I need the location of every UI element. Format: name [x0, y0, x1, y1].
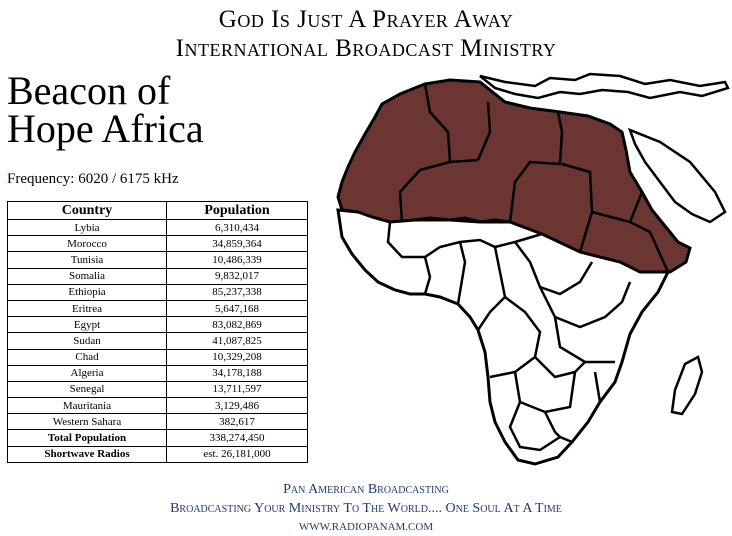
country-cell: Lybia	[7, 218, 167, 237]
population-cell: 382,617	[166, 413, 308, 431]
country-cell: Egypt	[7, 316, 167, 334]
footer-website-link[interactable]: WWW.RADIOPANAM.COM	[298, 521, 434, 533]
madagascar	[670, 355, 704, 416]
table-row: Lybia 6,310,434	[7, 218, 308, 237]
table-row: Ethiopia 85,237,338	[7, 283, 308, 301]
population-cell: 6,310,434	[166, 218, 308, 237]
population-cell: 10,329,208	[166, 348, 308, 366]
population-cell: 34,859,364	[166, 235, 308, 253]
population-cell: 338,274,450	[166, 429, 308, 447]
population-cell: est. 26,181,000	[166, 445, 308, 463]
table-row: Somalia 9,832,017	[7, 267, 308, 285]
country-cell: Chad	[7, 348, 167, 366]
table-row: Total Population 338,274,450	[7, 429, 308, 447]
table-row: Tunisia 10,486,339	[7, 251, 308, 269]
population-cell: 83,082,869	[166, 316, 308, 334]
header-line-1: God Is Just A Prayer Away	[218, 6, 514, 33]
country-cell: Western Sahara	[7, 413, 167, 431]
population-cell: 34,178,188	[166, 364, 308, 382]
table-row: Egypt 83,082,869	[7, 316, 308, 334]
table-row: Sudan 41,087,825	[7, 332, 308, 350]
population-cell: 41,087,825	[166, 332, 308, 350]
country-cell: Sudan	[7, 332, 167, 350]
country-cell: Eritrea	[7, 299, 167, 318]
table-row: Eritrea 5,647,168	[7, 299, 308, 318]
footer-tagline: Broadcasting Your Ministry To The World.…	[170, 501, 562, 516]
table-row: Shortwave Radios est. 26,181,000	[7, 445, 308, 463]
table-row: Chad 10,329,208	[7, 348, 308, 366]
frequency-label: Frequency: 6020 / 6175 kHz	[7, 171, 179, 187]
population-cell: 10,486,339	[166, 251, 308, 269]
population-cell: 5,647,168	[166, 299, 308, 318]
table-header-row: Country Population	[7, 201, 308, 220]
title-line-1: Beacon of	[7, 68, 171, 113]
country-cell: Shortwave Radios	[7, 445, 167, 463]
population-cell: 13,711,597	[166, 380, 308, 399]
country-cell: Somalia	[7, 267, 167, 285]
header-line-2: International Broadcast Ministry	[175, 35, 557, 62]
arabia-fragment	[627, 127, 727, 224]
table-body: Lybia 6,310,434 Morocco 34,859,364 Tunisia 10…	[7, 218, 308, 463]
header: God Is Just A Prayer Away International …	[0, 5, 732, 63]
country-borders	[386, 83, 670, 452]
table-row: Algeria 34,178,188	[7, 364, 308, 382]
country-cell: Senegal	[7, 380, 167, 399]
country-cell: Total Population	[7, 429, 167, 447]
country-cell: Ethiopia	[7, 283, 167, 301]
population-cell: 9,832,017	[166, 267, 308, 285]
country-cell: Mauritania	[7, 397, 167, 415]
column-header-population: Population	[166, 201, 308, 220]
country-cell: Morocco	[7, 235, 167, 253]
africa-map	[336, 72, 730, 466]
table-row: Mauritania 3,129,486	[7, 397, 308, 415]
page-title: Beacon of Hope Africa	[7, 68, 204, 151]
table-row: Senegal 13,711,597	[7, 380, 308, 399]
europe-fragment	[479, 72, 730, 100]
footer-company: Pan American Broadcasting	[283, 482, 449, 497]
population-table: Country Population Lybia 6,310,434 Morocco…	[7, 201, 308, 463]
country-cell: Tunisia	[7, 251, 167, 269]
table-row: Morocco 34,859,364	[7, 235, 308, 253]
column-header-country: Country	[7, 201, 167, 220]
footer: Pan American Broadcasting Broadcasting Y…	[0, 481, 732, 535]
title-line-2: Hope Africa	[7, 106, 204, 151]
table-row: Western Sahara 382,617	[7, 413, 308, 431]
population-cell: 3,129,486	[166, 397, 308, 415]
population-cell: 85,237,338	[166, 283, 308, 301]
country-cell: Algeria	[7, 364, 167, 382]
